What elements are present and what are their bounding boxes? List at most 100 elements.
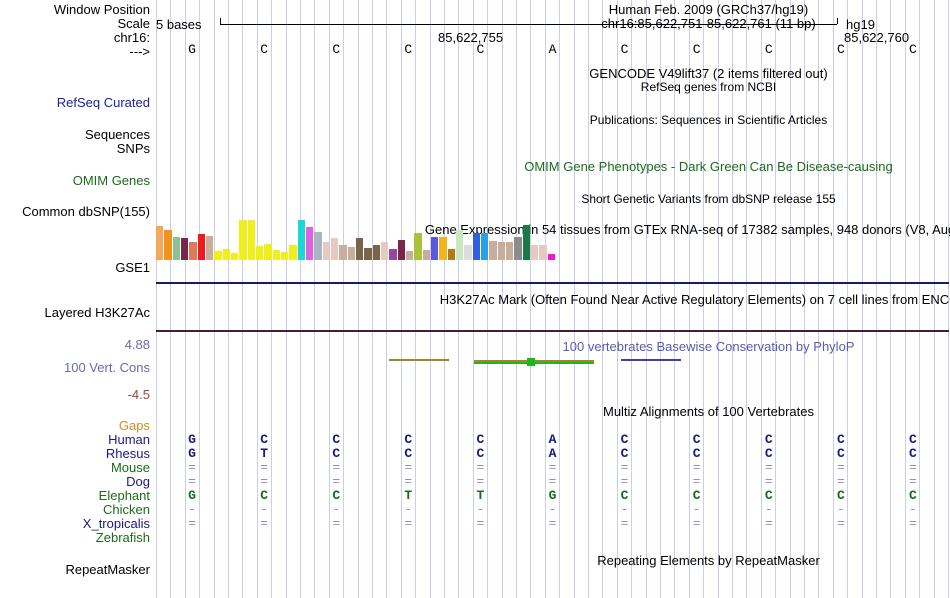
gse1-tissue-bar-27[interactable] xyxy=(381,242,388,260)
gse1-tissue-bar-14[interactable] xyxy=(273,250,280,260)
species-label-zebrafish[interactable]: Zebrafish xyxy=(0,530,154,545)
gse1-tissue-bar-16[interactable] xyxy=(289,245,296,260)
coord-label-760: 85,622,760 xyxy=(844,30,909,45)
gse1-tissue-bar-30[interactable] xyxy=(406,251,413,260)
gse1-tissue-bar-37[interactable] xyxy=(464,245,471,260)
gse1-tissue-bar-40[interactable] xyxy=(489,241,496,260)
align-x_tropicalis-base-7: = xyxy=(690,516,704,531)
gse1-tissue-bar-44[interactable] xyxy=(523,225,530,260)
gse1-tissue-bar-9[interactable] xyxy=(231,253,238,260)
gse1-tissue-bar-1[interactable] xyxy=(164,230,171,260)
gse1-tissue-bar-20[interactable] xyxy=(323,242,330,260)
gse1-tissue-bar-4[interactable] xyxy=(189,242,196,260)
reference-base-10: C xyxy=(906,42,920,57)
gse1-tissue-bar-35[interactable] xyxy=(448,249,455,260)
align-chicken-base-5: - xyxy=(546,502,560,517)
gse1-tissue-bar-46[interactable] xyxy=(539,245,546,260)
align-rhesus-base-1: T xyxy=(257,446,271,461)
gse1-tissue-bar-28[interactable] xyxy=(389,249,396,260)
align-human-base-1: C xyxy=(257,432,271,447)
align-rhesus-base-5: A xyxy=(546,446,560,461)
species-label-dog[interactable]: Dog xyxy=(0,474,154,489)
gse1-bar-chart xyxy=(156,212,949,260)
gse1-tissue-bar-26[interactable] xyxy=(373,245,380,260)
gse1-label[interactable]: GSE1 xyxy=(0,260,154,275)
snps-label[interactable]: SNPs xyxy=(0,141,154,156)
gse1-tissue-bar-29[interactable] xyxy=(398,240,405,260)
align-elephant-base-7: C xyxy=(690,488,704,503)
species-label-xtropicalis[interactable]: X_tropicalis xyxy=(0,516,154,531)
gse1-tissue-bar-10[interactable] xyxy=(239,220,246,260)
gse1-tissue-bar-7[interactable] xyxy=(214,251,221,260)
align-rhesus-base-6: C xyxy=(618,446,632,461)
species-label-elephant[interactable]: Elephant xyxy=(0,488,154,503)
gse1-tissue-bar-34[interactable] xyxy=(439,237,446,260)
reference-base-9: C xyxy=(834,42,848,57)
align-x_tropicalis-base-4: = xyxy=(473,516,487,531)
gse1-tissue-bar-39[interactable] xyxy=(481,233,488,260)
gencode-title: GENCODE V49lift37 (2 items filtered out) xyxy=(312,66,950,81)
common-dbsnp-label[interactable]: Common dbSNP(155) xyxy=(0,204,154,219)
omim-genes-label[interactable]: OMIM Genes xyxy=(0,173,154,188)
gse1-tissue-bar-11[interactable] xyxy=(248,220,255,260)
align-elephant-base-4: T xyxy=(473,488,487,503)
species-label-rhesus[interactable]: Rhesus xyxy=(0,446,154,461)
gse1-tissue-bar-47[interactable] xyxy=(548,254,555,260)
align-mouse-base-0: = xyxy=(185,460,199,475)
gse1-tissue-bar-24[interactable] xyxy=(356,238,363,260)
gse1-tissue-bar-31[interactable] xyxy=(414,233,421,260)
align-mouse-base-3: = xyxy=(401,460,415,475)
gse1-tissue-bar-5[interactable] xyxy=(198,234,205,260)
phylop-feature-1 xyxy=(389,359,449,361)
gse1-tissue-bar-19[interactable] xyxy=(314,232,321,260)
align-chicken-base-1: - xyxy=(257,502,271,517)
gse1-tissue-bar-15[interactable] xyxy=(281,252,288,260)
align-elephant-base-10: C xyxy=(906,488,920,503)
gse1-tissue-bar-12[interactable] xyxy=(256,246,263,260)
reference-base-0: G xyxy=(185,42,199,57)
align-rhesus-base-3: C xyxy=(401,446,415,461)
gse1-tissue-bar-13[interactable] xyxy=(264,244,271,260)
refseq-curated-label[interactable]: RefSeq Curated xyxy=(0,95,154,110)
vert-cons-label[interactable]: 100 Vert. Cons xyxy=(0,360,154,375)
phylop-title: 100 vertebrates Basewise Conservation by… xyxy=(312,339,950,354)
align-rhesus-base-0: G xyxy=(185,446,199,461)
align-elephant-base-9: C xyxy=(834,488,848,503)
gse1-tissue-bar-3[interactable] xyxy=(181,238,188,260)
gse1-tissue-bar-21[interactable] xyxy=(331,238,338,260)
gse1-tissue-bar-41[interactable] xyxy=(498,242,505,260)
gse1-tissue-bar-17[interactable] xyxy=(298,220,305,260)
gse1-tissue-bar-0[interactable] xyxy=(156,226,163,260)
sequences-label[interactable]: Sequences xyxy=(0,127,154,142)
layered-h3k27ac-label[interactable]: Layered H3K27Ac xyxy=(0,305,154,320)
gse1-tissue-bar-36[interactable] xyxy=(456,230,463,260)
gse1-tissue-bar-6[interactable] xyxy=(206,236,213,260)
chr-label: chr16: xyxy=(0,30,154,45)
align-rhesus-base-9: C xyxy=(834,446,848,461)
gse1-tissue-bar-8[interactable] xyxy=(223,249,230,260)
gse1-tissue-bar-18[interactable] xyxy=(306,227,313,260)
gse1-tissue-bar-23[interactable] xyxy=(348,247,355,260)
gse1-tissue-bar-38[interactable] xyxy=(473,233,480,260)
species-label-human[interactable]: Human xyxy=(0,432,154,447)
species-label-mouse[interactable]: Mouse xyxy=(0,460,154,475)
gse1-tissue-bar-32[interactable] xyxy=(423,250,430,260)
gse1-tissue-bar-42[interactable] xyxy=(506,242,513,260)
repeatmasker-label[interactable]: RepeatMasker xyxy=(0,562,154,577)
gse1-tissue-bar-33[interactable] xyxy=(431,237,438,260)
align-mouse-base-7: = xyxy=(690,460,704,475)
gse1-tissue-bar-22[interactable] xyxy=(339,245,346,260)
gse1-tissue-bar-25[interactable] xyxy=(364,248,371,260)
align-mouse-base-4: = xyxy=(473,460,487,475)
gridline xyxy=(271,0,272,598)
gse1-tissue-bar-45[interactable] xyxy=(531,245,538,260)
gse1-tissue-bar-43[interactable] xyxy=(514,237,521,260)
species-label-chicken[interactable]: Chicken xyxy=(0,502,154,517)
window-position-label: Window Position xyxy=(0,2,154,17)
align-dog-base-3: = xyxy=(401,474,415,489)
phylop-box-marker xyxy=(527,358,535,366)
gse1-tissue-bar-2[interactable] xyxy=(173,237,180,260)
align-chicken-base-2: - xyxy=(329,502,343,517)
gaps-label[interactable]: Gaps xyxy=(0,418,154,433)
align-chicken-base-0: - xyxy=(185,502,199,517)
